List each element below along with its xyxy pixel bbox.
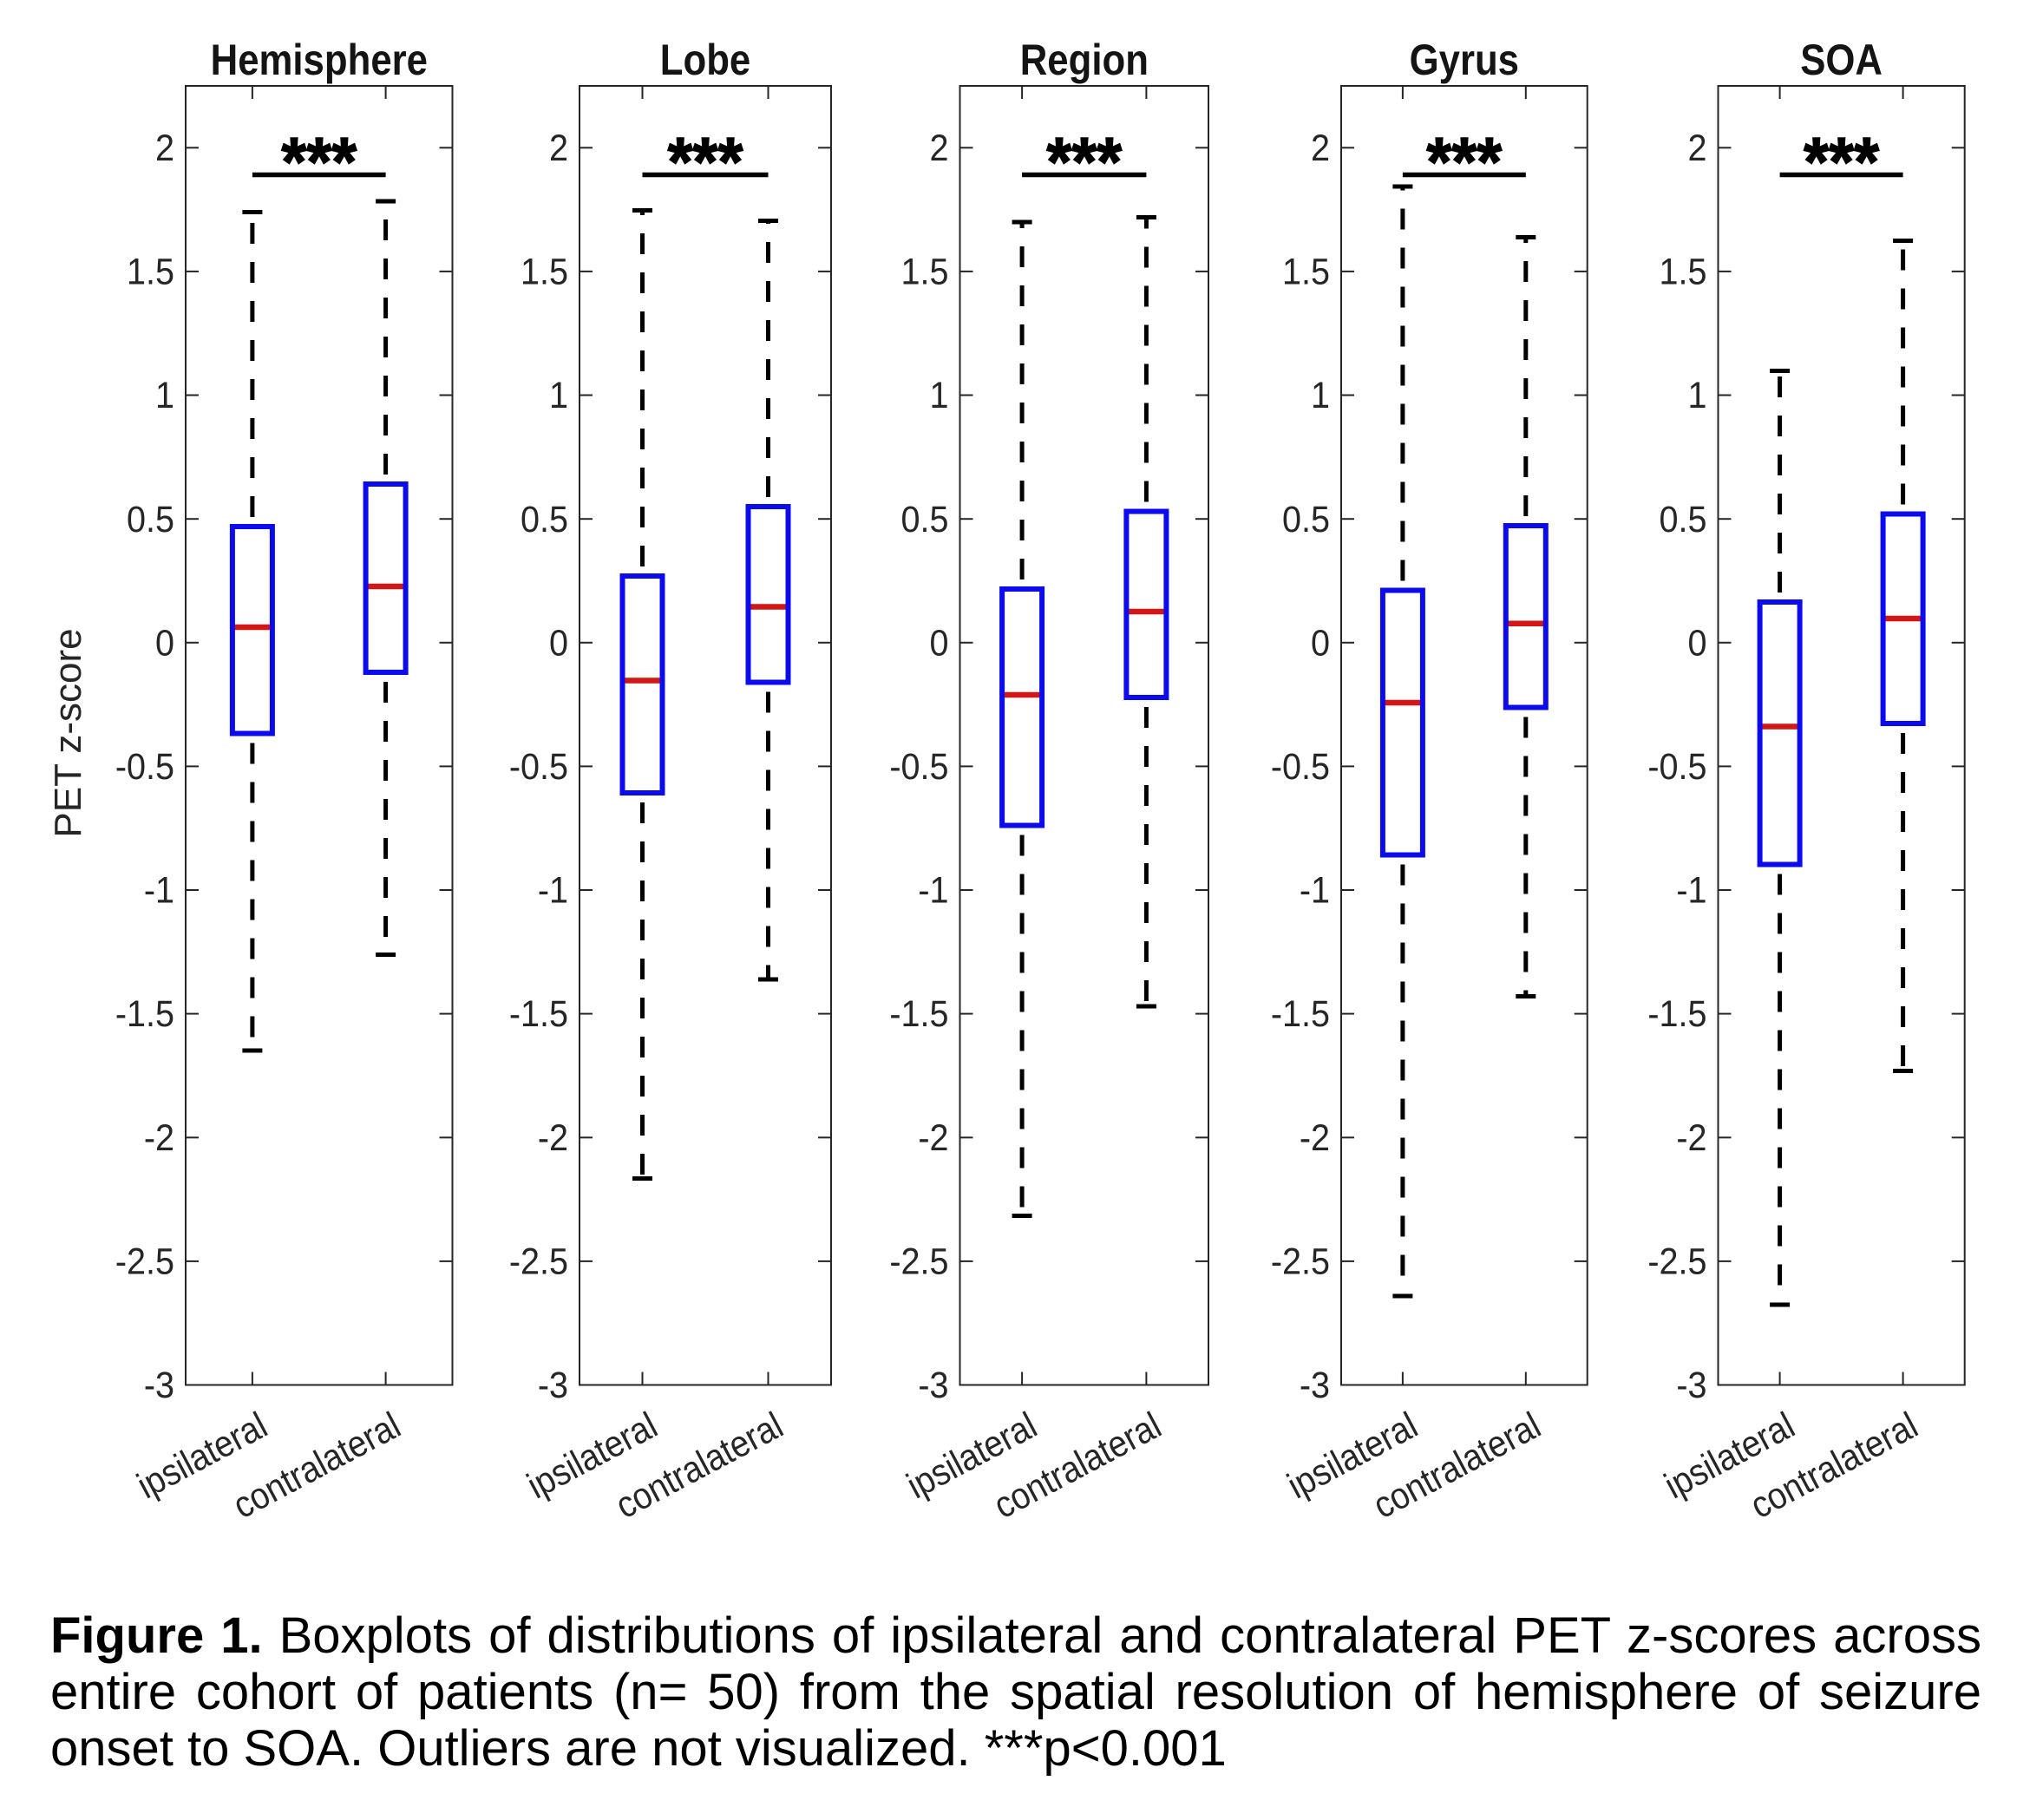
svg-text:-1.5: -1.5 — [115, 993, 174, 1035]
svg-text:0.5: 0.5 — [1282, 498, 1330, 540]
svg-text:0.5: 0.5 — [901, 498, 949, 540]
svg-text:1.5: 1.5 — [1660, 251, 1707, 292]
svg-text:-0.5: -0.5 — [1271, 745, 1330, 787]
svg-text:-2: -2 — [538, 1116, 568, 1158]
svg-text:-2: -2 — [1676, 1116, 1706, 1158]
svg-text:-1.5: -1.5 — [1271, 993, 1330, 1035]
svg-text:-1: -1 — [538, 869, 568, 911]
svg-text:1: 1 — [930, 375, 949, 416]
svg-text:Lobe: Lobe — [660, 35, 750, 83]
svg-text:1: 1 — [1311, 375, 1330, 416]
svg-text:-1.5: -1.5 — [1647, 993, 1706, 1035]
svg-text:1.5: 1.5 — [1282, 251, 1330, 292]
svg-text:0.5: 0.5 — [1660, 498, 1707, 540]
svg-text:-2: -2 — [918, 1116, 948, 1158]
svg-text:-3: -3 — [1300, 1365, 1330, 1406]
svg-text:Hemisphere: Hemisphere — [211, 35, 428, 83]
svg-text:2: 2 — [930, 127, 949, 168]
svg-text:-2: -2 — [1300, 1116, 1330, 1158]
svg-text:2: 2 — [155, 127, 174, 168]
svg-text:-3: -3 — [1676, 1365, 1706, 1406]
svg-text:***: *** — [1046, 124, 1122, 201]
svg-text:-3: -3 — [144, 1365, 174, 1406]
svg-text:SOA: SOA — [1800, 35, 1883, 83]
svg-text:-0.5: -0.5 — [889, 745, 948, 787]
svg-text:0: 0 — [549, 622, 568, 664]
svg-text:-3: -3 — [918, 1365, 948, 1406]
svg-text:-2.5: -2.5 — [115, 1241, 174, 1282]
svg-text:-2.5: -2.5 — [1271, 1241, 1330, 1282]
svg-text:***: *** — [668, 124, 743, 201]
svg-text:-1.5: -1.5 — [889, 993, 948, 1035]
svg-text:1: 1 — [155, 375, 174, 416]
svg-text:***: *** — [281, 124, 357, 201]
svg-text:1: 1 — [1688, 375, 1707, 416]
svg-text:2: 2 — [1688, 127, 1707, 168]
svg-text:2: 2 — [1311, 127, 1330, 168]
svg-text:1: 1 — [549, 375, 568, 416]
svg-text:-0.5: -0.5 — [1647, 745, 1706, 787]
svg-text:0: 0 — [930, 622, 949, 664]
svg-text:PET z-score: PET z-score — [47, 628, 89, 837]
svg-text:-1: -1 — [918, 869, 948, 911]
svg-text:0: 0 — [155, 622, 174, 664]
svg-text:1.5: 1.5 — [901, 251, 949, 292]
svg-text:2: 2 — [549, 127, 568, 168]
svg-text:0: 0 — [1688, 622, 1707, 664]
svg-text:-2.5: -2.5 — [1647, 1241, 1706, 1282]
svg-text:0.5: 0.5 — [127, 498, 174, 540]
svg-text:-1: -1 — [1300, 869, 1330, 911]
svg-text:-0.5: -0.5 — [509, 745, 568, 787]
svg-text:-1: -1 — [1676, 869, 1706, 911]
svg-text:***: *** — [1804, 124, 1879, 201]
svg-text:***: *** — [1426, 124, 1502, 201]
svg-text:1.5: 1.5 — [127, 251, 174, 292]
svg-text:-3: -3 — [538, 1365, 568, 1406]
svg-text:0.5: 0.5 — [521, 498, 568, 540]
svg-text:Region: Region — [1020, 35, 1149, 83]
svg-text:-2.5: -2.5 — [889, 1241, 948, 1282]
svg-text:-1: -1 — [144, 869, 174, 911]
svg-text:0: 0 — [1311, 622, 1330, 664]
svg-text:-2.5: -2.5 — [509, 1241, 568, 1282]
svg-text:-0.5: -0.5 — [115, 745, 174, 787]
svg-text:1.5: 1.5 — [521, 251, 568, 292]
svg-text:Gyrus: Gyrus — [1410, 35, 1519, 83]
svg-text:-1.5: -1.5 — [509, 993, 568, 1035]
svg-text:-2: -2 — [144, 1116, 174, 1158]
